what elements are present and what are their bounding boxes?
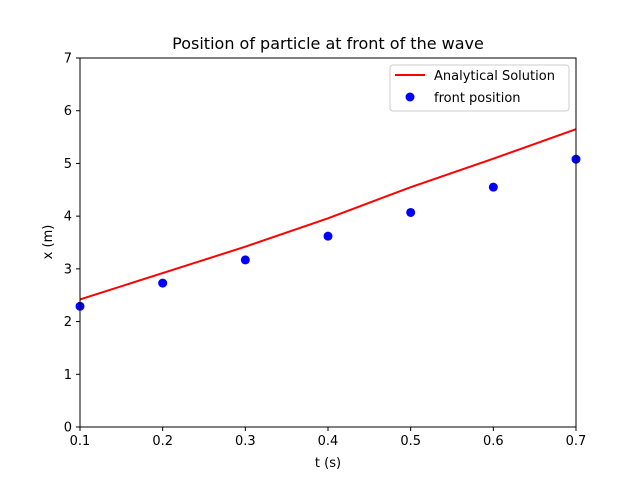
y-tick-label: 4 [64, 210, 72, 225]
front-position-point [323, 231, 333, 241]
front-position-point [240, 255, 250, 265]
x-tick-label: 0.6 [483, 434, 504, 449]
y-tick-label: 7 [64, 52, 72, 67]
x-tick-label: 0.7 [566, 434, 587, 449]
y-tick-label: 1 [64, 368, 72, 383]
y-tick-label: 2 [64, 315, 72, 330]
legend-entry-front-position: front position [434, 91, 521, 106]
y-axis: 0 1 2 3 4 5 6 7 [64, 52, 80, 436]
legend-frame [389, 64, 570, 112]
front-position-point [406, 207, 416, 217]
plot-frame [79, 57, 577, 428]
y-tick-label: 5 [64, 157, 72, 172]
legend: Analytical Solution front position [389, 64, 570, 112]
analytical-solution-line [79, 128, 577, 301]
legend-entry-analytical: Analytical Solution [434, 69, 555, 84]
legend-marker-swatch [405, 92, 415, 102]
chart-title: Position of particle at front of the wav… [172, 34, 484, 53]
y-tick-label: 3 [64, 262, 72, 277]
x-tick-label: 0.2 [152, 434, 173, 449]
y-axis-label: x (m) [41, 225, 56, 260]
x-axis-label: t (s) [315, 456, 341, 471]
plot-area [75, 128, 581, 311]
y-tick-label: 6 [64, 104, 72, 119]
front-position-point [158, 278, 168, 288]
y-tick-label: 0 [64, 421, 72, 436]
front-position-point [488, 182, 498, 192]
x-tick-label: 0.5 [400, 434, 421, 449]
x-tick-label: 0.4 [318, 434, 339, 449]
x-axis: 0.1 0.2 0.3 0.4 0.5 0.6 0.7 [70, 427, 587, 449]
x-tick-label: 0.1 [70, 434, 91, 449]
x-tick-label: 0.3 [235, 434, 256, 449]
